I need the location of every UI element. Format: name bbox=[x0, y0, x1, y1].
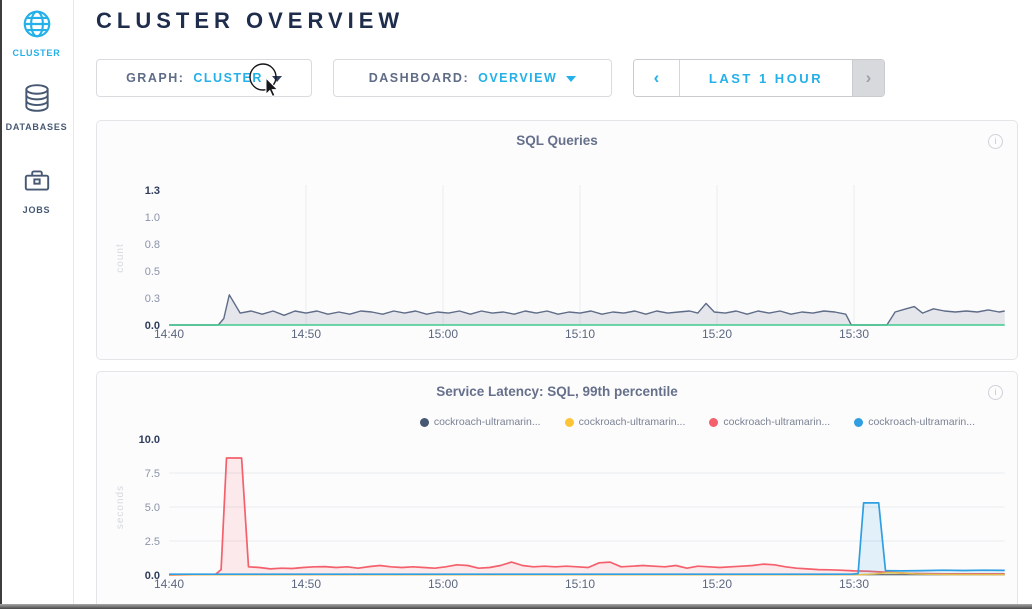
svg-text:10.0: 10.0 bbox=[139, 434, 160, 446]
legend-label: cockroach-ultramarin... bbox=[868, 416, 975, 428]
legend-label: cockroach-ultramarin... bbox=[578, 416, 686, 428]
svg-text:15:20: 15:20 bbox=[702, 327, 732, 341]
chevron-left-icon: ‹ bbox=[653, 68, 660, 87]
graph-dropdown-label: GRAPH: bbox=[126, 71, 185, 85]
chart-card-service-latency: Service Latency: SQL, 99th percentile co… bbox=[96, 371, 1018, 609]
svg-text:0.3: 0.3 bbox=[145, 293, 160, 305]
legend-item[interactable]: cockroach-ultramarin... bbox=[419, 416, 541, 428]
legend-dot-icon bbox=[419, 417, 429, 427]
time-prev-button[interactable]: ‹ bbox=[634, 60, 680, 96]
svg-text:1.0: 1.0 bbox=[145, 212, 160, 224]
time-next-button[interactable]: › bbox=[852, 60, 884, 96]
time-range-selector: ‹ LAST 1 HOUR › bbox=[633, 59, 885, 97]
globe-icon bbox=[23, 10, 50, 38]
chevron-down-icon bbox=[271, 76, 282, 82]
svg-text:14:50: 14:50 bbox=[291, 327, 321, 341]
database-icon bbox=[24, 84, 49, 112]
chart-title: Service Latency: SQL, 99th percentile bbox=[436, 384, 678, 399]
sidebar-item-label: JOBS bbox=[22, 205, 51, 215]
svg-text:15:30: 15:30 bbox=[839, 327, 869, 341]
info-icon[interactable] bbox=[988, 385, 1003, 400]
chevron-right-icon: › bbox=[865, 68, 872, 87]
legend-item[interactable]: cockroach-ultramarin... bbox=[854, 416, 975, 428]
chart-legend: cockroach-ultramarin... cockroach-ultrama… bbox=[419, 416, 975, 428]
svg-text:2.5: 2.5 bbox=[145, 536, 160, 548]
svg-text:0.0: 0.0 bbox=[145, 570, 160, 582]
svg-text:0.8: 0.8 bbox=[145, 239, 160, 251]
sidebar-item-label: DATABASES bbox=[5, 122, 68, 132]
legend-dot-icon bbox=[854, 417, 864, 427]
graph-dropdown-value: CLUSTER bbox=[193, 71, 263, 85]
legend-label: cockroach-ultramarin... bbox=[723, 416, 831, 428]
svg-text:14:50: 14:50 bbox=[291, 577, 321, 591]
sidebar: CLUSTER DATABASES JOBS bbox=[0, 0, 74, 609]
svg-text:15:00: 15:00 bbox=[428, 327, 458, 341]
svg-text:15:30: 15:30 bbox=[839, 577, 869, 591]
dashboard-dropdown-value: OVERVIEW bbox=[478, 71, 558, 85]
legend-dot-icon bbox=[709, 417, 719, 427]
dashboard-dropdown[interactable]: DASHBOARD: OVERVIEW bbox=[333, 59, 612, 97]
legend-item[interactable]: cockroach-ultramarin... bbox=[564, 416, 686, 428]
svg-text:14:40: 14:40 bbox=[154, 577, 184, 591]
svg-text:count: count bbox=[115, 243, 126, 272]
info-icon[interactable] bbox=[988, 134, 1003, 149]
sidebar-item-databases[interactable]: DATABASES bbox=[0, 82, 73, 132]
legend-label: cockroach-ultramarin... bbox=[433, 416, 541, 428]
svg-text:0.5: 0.5 bbox=[145, 266, 160, 278]
chart-svg-0: 0.0 0.3 0.5 0.8 1.0 1.3 14:40 14:50 15:00 15:10 15… bbox=[115, 185, 1005, 341]
chevron-down-icon bbox=[566, 76, 577, 82]
sidebar-item-label: CLUSTER bbox=[12, 48, 61, 58]
svg-text:5.0: 5.0 bbox=[145, 502, 160, 514]
sidebar-item-cluster[interactable]: CLUSTER bbox=[0, 8, 73, 58]
window-edge-bottom bbox=[0, 604, 1032, 609]
svg-text:1.3: 1.3 bbox=[145, 185, 160, 197]
chart-card-sql-queries: SQL Queries 0.0 0.3 0.5 0.8 1.0 1.3 14:40 14:50… bbox=[96, 120, 1018, 360]
graph-dropdown[interactable]: GRAPH: CLUSTER bbox=[96, 59, 312, 97]
svg-text:15:00: 15:00 bbox=[428, 577, 458, 591]
sidebar-item-jobs[interactable]: JOBS bbox=[0, 165, 73, 215]
svg-text:7.5: 7.5 bbox=[145, 468, 160, 480]
chart-svg-1: 0.0 2.5 5.0 7.5 10.0 14:40 14:50 15:00 15:10 15:2… bbox=[115, 434, 1005, 591]
svg-text:seconds: seconds bbox=[115, 485, 126, 529]
time-range-label[interactable]: LAST 1 HOUR bbox=[708, 70, 824, 86]
page-title: CLUSTER OVERVIEW bbox=[96, 8, 405, 33]
chart-title: SQL Queries bbox=[516, 133, 598, 148]
svg-text:0.0: 0.0 bbox=[145, 320, 160, 332]
briefcase-icon bbox=[24, 170, 49, 191]
legend-item[interactable]: cockroach-ultramarin... bbox=[709, 416, 830, 428]
dashboard-dropdown-label: DASHBOARD: bbox=[368, 71, 470, 85]
svg-text:14:40: 14:40 bbox=[154, 327, 184, 341]
legend-dot-icon bbox=[564, 417, 574, 427]
svg-text:15:20: 15:20 bbox=[702, 577, 732, 591]
svg-text:15:10: 15:10 bbox=[565, 327, 595, 341]
svg-text:15:10: 15:10 bbox=[565, 577, 595, 591]
window-edge-left bbox=[0, 0, 2, 609]
